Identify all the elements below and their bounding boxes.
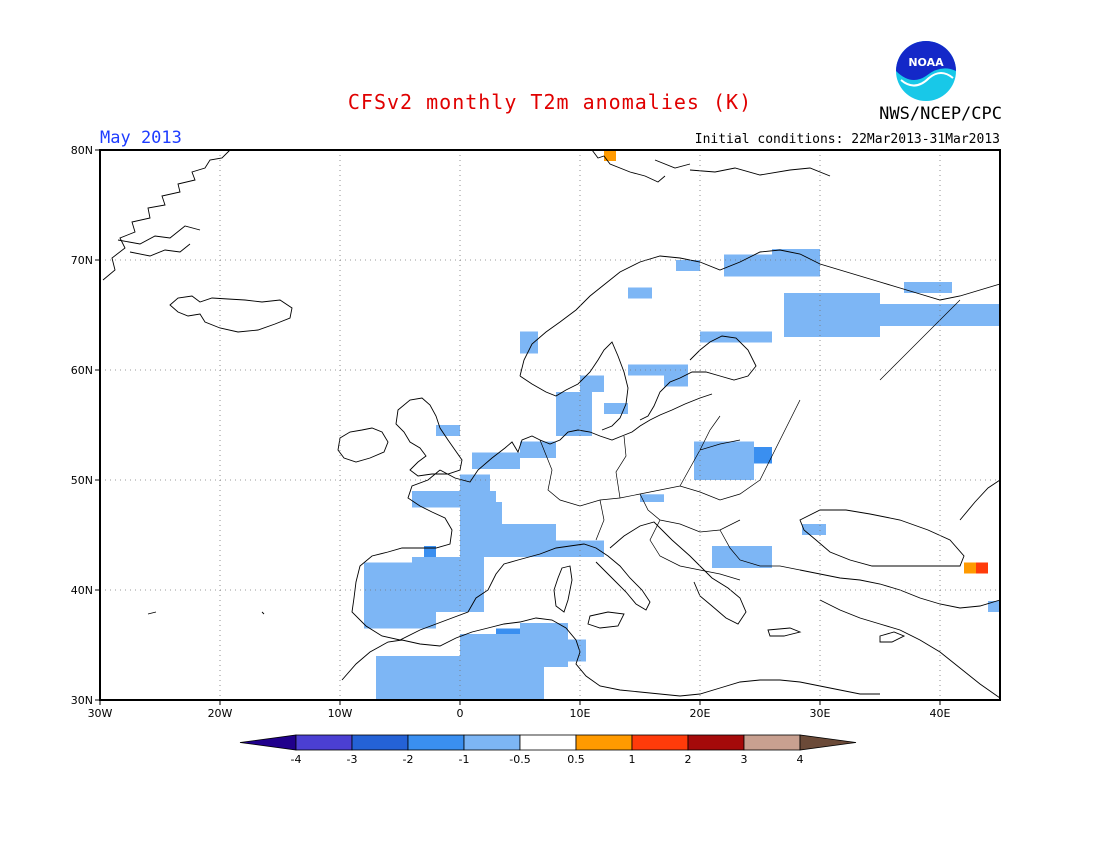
initial-conditions: Initial conditions: 22Mar2013-31Mar2013	[694, 132, 1000, 147]
lon-tick-label: 10E	[570, 707, 591, 720]
legend-swatch	[407, 734, 465, 751]
iceland-coast	[169, 295, 293, 333]
lon-tick-label: 20W	[208, 707, 233, 720]
legend-swatch	[463, 734, 521, 751]
anomaly-cell	[580, 375, 604, 392]
anomaly-cell	[460, 474, 490, 491]
anomaly-cell	[640, 494, 664, 502]
forecast-month: May 2013	[100, 128, 182, 148]
legend-tick-label: -2	[403, 753, 414, 766]
lat-tick-label: 70N	[71, 254, 93, 267]
anomaly-cell	[604, 150, 616, 161]
corsica-sardinia	[553, 565, 573, 613]
anomaly-cell	[568, 639, 586, 662]
legend-swatch	[575, 734, 633, 751]
anomaly-cell	[424, 546, 436, 557]
legend-tick-label: 2	[685, 753, 692, 766]
anomaly-cell	[556, 414, 592, 436]
longitude-labels: 30W 20W 10W 0 10E 20E 30E 40E	[88, 700, 951, 720]
anomaly-cell	[664, 375, 688, 387]
anomaly-cell	[988, 601, 1000, 612]
legend-tick-label: -4	[291, 753, 302, 766]
anomaly-cell	[964, 562, 976, 574]
black-sea-coast	[799, 509, 965, 567]
anomaly-cell	[556, 540, 604, 557]
legend-tick-label: -1	[459, 753, 470, 766]
anomaly-cell	[856, 304, 1000, 326]
ireland-coast	[337, 427, 389, 463]
sicily	[587, 611, 625, 629]
anomaly-cell	[904, 282, 952, 293]
lon-tick-label: 40E	[930, 707, 951, 720]
legend-swatch	[295, 734, 353, 751]
legend-tick-label: 1	[629, 753, 636, 766]
legend-tick-label: -0.5	[509, 753, 530, 766]
anomaly-cell	[802, 524, 826, 535]
lat-tick-label: 30N	[71, 694, 93, 707]
noaa-logo-text: NOAA	[908, 56, 944, 69]
anomaly-cell	[676, 260, 700, 271]
anomaly-cell	[700, 331, 772, 343]
crete	[767, 627, 802, 637]
svalbard-coast	[591, 149, 691, 183]
legend-tick-label: -3	[347, 753, 358, 766]
legend-swatch	[631, 734, 689, 751]
latitude-labels: 30N 40N 50N 60N 70N 80N	[71, 144, 100, 707]
anomaly-cell	[412, 557, 484, 612]
africa-coast	[341, 617, 880, 697]
anomaly-cell	[520, 623, 568, 667]
noaa-logo: NOAA	[896, 41, 956, 101]
anomaly-cell	[520, 331, 538, 354]
lat-tick-label: 80N	[71, 144, 93, 157]
legend-tick-label: 3	[741, 753, 748, 766]
anomaly-cell	[712, 546, 772, 568]
anomaly-cell	[694, 441, 754, 480]
legend-tick-label: 4	[797, 753, 804, 766]
britain-coast	[395, 397, 463, 477]
anomaly-cell	[412, 491, 496, 508]
lon-tick-label: 0	[457, 707, 464, 720]
anomaly-cell	[628, 364, 688, 376]
anomaly-cell	[556, 392, 592, 414]
color-legend	[239, 734, 857, 751]
legend-swatch	[351, 734, 409, 751]
scandinavia-coast	[519, 249, 1001, 431]
lon-tick-label: 30W	[88, 707, 113, 720]
anomaly-cell	[772, 249, 820, 260]
legend-tick-label: 0.5	[567, 753, 585, 766]
lat-tick-label: 40N	[71, 584, 93, 597]
map-frame	[99, 149, 1001, 701]
lat-tick-label: 60N	[71, 364, 93, 377]
anomaly-cell	[520, 441, 556, 458]
legend-labels: -4 -3 -2 -1 -0.5 0.5 1 2 3 4	[291, 753, 804, 766]
anomaly-cell	[604, 403, 628, 414]
lon-tick-label: 30E	[810, 707, 831, 720]
europe-coast	[351, 393, 747, 641]
lat-tick-label: 50N	[71, 474, 93, 487]
organization-label: NWS/NCEP/CPC	[879, 104, 1002, 124]
anomaly-cells	[364, 150, 1000, 700]
legend-swatch-high-end	[799, 734, 857, 751]
graticule	[100, 150, 1000, 700]
legend-swatch	[519, 734, 577, 751]
legend-swatch	[687, 734, 745, 751]
anomaly-cell	[628, 287, 652, 299]
lon-tick-label: 10W	[328, 707, 353, 720]
anomaly-cell	[376, 656, 460, 700]
anomaly-cell	[436, 425, 460, 436]
greenland-coast	[102, 149, 231, 281]
legend-swatch-low-end	[239, 734, 297, 751]
legend-swatch	[743, 734, 801, 751]
cyprus	[879, 631, 906, 643]
anomaly-cell	[976, 562, 988, 574]
lon-tick-label: 20E	[690, 707, 711, 720]
coastlines	[102, 149, 1001, 699]
chart-title: CFSv2 monthly T2m anomalies (K)	[347, 90, 753, 114]
